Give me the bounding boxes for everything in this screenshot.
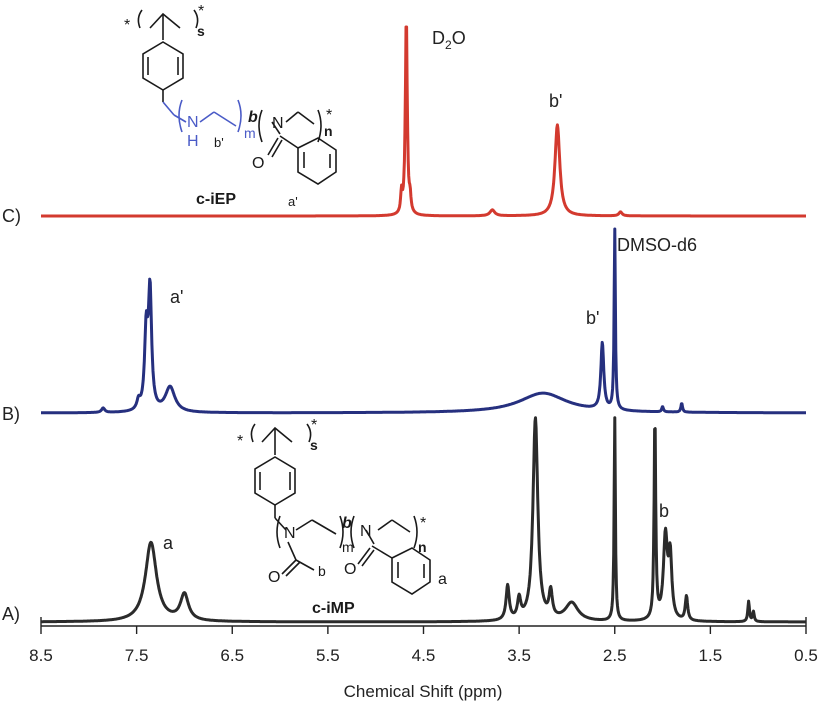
spectrum-trace-b [40,227,807,415]
trace-label-b: B) [2,404,20,424]
structure-c-imp-label-o-left: O [268,569,280,586]
structure-c-imp-name: c-iMP [312,600,355,617]
structure-c-imp-label-n-left: N [284,525,296,542]
annotation-dmso: DMSO-d6 [617,235,697,255]
x-axis: 8.5 7.5 6.5 5.5 4.5 3.5 2.5 1.5 0.5 Chemical Shi… [29,617,818,701]
structure-c-iep-amide-segment [258,109,337,185]
annotation-c-b-prime: b' [549,91,562,111]
structure-c-iep-label-h: H [187,133,199,150]
x-tick-label-5: 3.5 [507,646,531,665]
trace-label-a: A) [2,604,20,624]
x-axis-title: Chemical Shift (ppm) [344,682,503,701]
x-tick-label-8: 0.5 [794,646,818,665]
x-tick-label-3: 5.5 [316,646,340,665]
annotation-b-b-prime: b' [586,308,599,328]
structure-c-iep-label-a-prime: a' [288,194,298,209]
trace-label-c: C) [2,206,21,226]
structure-c-imp-label-n: n [418,539,427,555]
structure-c-imp-label-s: s [310,437,318,453]
spectrum-trace-c [40,25,807,218]
structure-c-iep-label-n-amine: N [187,114,199,131]
spectra-group [40,25,807,624]
annotation-a-b: b [659,501,669,521]
x-axis-ticks [40,626,807,634]
structure-c-iep-label-star-end: * [326,107,332,124]
structure-c-imp-label-n-right: N [360,523,372,540]
structure-c-iep-label-star-right: * [198,3,204,20]
structure-c-imp-label-star-right: * [311,417,317,434]
structure-c-iep-label-m: m [244,125,256,141]
structure-c-imp-bonds [250,423,431,595]
x-tick-label-4: 4.5 [412,646,436,665]
structure-c-iep-label-n: n [324,123,333,139]
structure-c-imp-label-b-lower: b [318,563,326,579]
structure-c-iep-label-o: O [252,155,264,172]
structure-c-imp-label-star-end: * [420,515,426,532]
x-axis-tick-labels: 8.5 7.5 6.5 5.5 4.5 3.5 2.5 1.5 0.5 [29,646,818,665]
structure-c-imp: * * s N b m b N n * O O a c-iMP [237,417,447,617]
structure-c-iep-amine-segment [162,99,242,133]
structure-c-imp-label-a: a [438,571,447,588]
structure-c-iep: * * s N H b' m b N n * O a' c-iEP [124,3,337,209]
structure-c-iep-label-s: s [197,23,205,39]
annotation-d2o: D2O [432,28,466,52]
x-tick-label-1: 7.5 [125,646,149,665]
structure-c-imp-label-m: m [342,539,354,555]
structure-c-iep-name: c-iEP [196,191,236,208]
structure-c-iep-label-b-prime: b' [214,135,224,150]
spectrum-trace-a [40,416,807,624]
structure-c-imp-label-star-left: * [237,433,243,450]
structure-c-iep-label-star-left: * [124,17,130,34]
x-tick-label-0: 8.5 [29,646,53,665]
annotation-a-a: a [163,533,174,553]
structure-c-iep-label-b: b [248,109,258,126]
structure-c-iep-bonds [137,9,199,102]
structure-c-iep-label-n-amide: N [272,115,284,132]
x-tick-label-7: 1.5 [699,646,723,665]
x-tick-label-6: 2.5 [603,646,627,665]
annotation-b-a-prime: a' [170,287,183,307]
structure-c-imp-label-o-right: O [344,561,356,578]
x-tick-label-2: 6.5 [220,646,244,665]
structure-c-imp-label-b: b [342,515,352,532]
